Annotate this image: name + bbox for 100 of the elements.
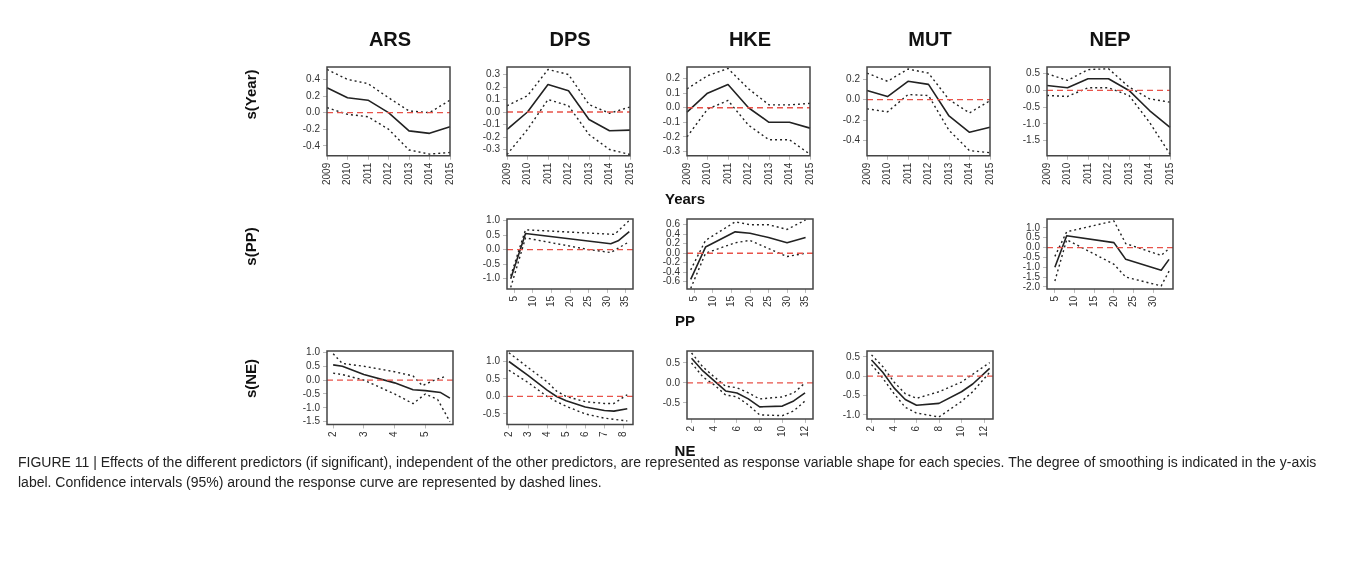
x-tick-label: 6 xyxy=(910,425,922,432)
y-tick-label: -1.5 xyxy=(1022,270,1041,282)
x-tick-label: 25 xyxy=(582,295,594,307)
x-tick-label: 25 xyxy=(762,295,774,307)
x-tick-label: 2015 xyxy=(983,162,995,185)
line-series xyxy=(866,68,991,114)
line-series xyxy=(870,354,991,400)
y-tick-label: 1.0 xyxy=(306,346,321,358)
y-tick-label: -0.3 xyxy=(482,143,501,155)
y-tick-label: 0.0 xyxy=(846,93,861,105)
y-tick-label: -0.1 xyxy=(662,116,681,128)
x-tick-label: 2014 xyxy=(1143,162,1155,185)
y-tick-label: 0.1 xyxy=(486,93,501,105)
y-tick-label: -1.0 xyxy=(302,401,321,413)
y-tick-label: -1.0 xyxy=(482,272,501,284)
x-tick-label: 2 xyxy=(865,425,877,432)
y-tick-label: 0.0 xyxy=(666,246,681,258)
line-series xyxy=(870,363,991,418)
x-tick-label: 30 xyxy=(600,295,612,307)
x-tick-label: 2012 xyxy=(1102,162,1114,185)
y-tick-label: 0.0 xyxy=(306,373,321,385)
x-tick-label: 2013 xyxy=(402,162,414,185)
x-tick-label: 5 xyxy=(419,431,431,437)
y-tick-label: -0.5 xyxy=(482,257,501,269)
x-tick-label: 4 xyxy=(887,425,899,432)
x-tick-label: 2013 xyxy=(942,162,954,185)
y-tick-label: -0.6 xyxy=(662,275,681,287)
y-tick-label: -0.1 xyxy=(482,118,501,130)
x-tick-label: 20 xyxy=(743,295,755,307)
x-tick-label: 30 xyxy=(1147,295,1159,307)
x-axis-title: Years xyxy=(663,190,706,207)
x-tick-label: 2010 xyxy=(521,162,533,185)
x-tick-label: 6 xyxy=(730,425,742,432)
line-series xyxy=(508,369,628,422)
y-tick-label: 0.5 xyxy=(666,356,681,368)
line-series xyxy=(866,93,991,154)
x-tick-label: 2015 xyxy=(1163,162,1175,185)
y-tick-label: 0.0 xyxy=(846,369,861,381)
chart-title: ARS xyxy=(367,28,413,51)
x-tick-label: 4 xyxy=(707,425,719,432)
x-tick-label: 8 xyxy=(617,431,629,437)
line-series xyxy=(1046,67,1171,103)
x-tick-label: 3 xyxy=(357,431,369,437)
x-tick-label: 2011 xyxy=(541,162,553,185)
y-tick-label: -2.0 xyxy=(1022,280,1041,292)
y-tick-label: 0.0 xyxy=(666,376,681,388)
y-axis-title: s(NE) xyxy=(241,357,259,401)
x-tick-label: 8 xyxy=(932,425,944,432)
y-tick-label: -0.5 xyxy=(842,389,861,401)
x-tick-label: 2011 xyxy=(1081,162,1093,185)
x-tick-label: 2009 xyxy=(860,162,872,185)
y-tick-label: -0.5 xyxy=(1022,251,1041,263)
y-tick-label: 0.0 xyxy=(1026,84,1041,96)
x-tick-label: 20 xyxy=(1107,295,1119,307)
y-tick-label: -0.2 xyxy=(662,130,681,142)
x-tick-label: 2013 xyxy=(1122,162,1134,185)
x-tick-label: 2011 xyxy=(901,162,913,185)
x-tick-label: 2010 xyxy=(341,162,353,185)
y-tick-label: -0.5 xyxy=(482,407,501,419)
x-tick-label: 2 xyxy=(326,431,338,437)
y-tick-label: -0.2 xyxy=(302,122,321,134)
y-tick-label: 1.0 xyxy=(1026,221,1041,233)
line-series xyxy=(332,372,451,423)
y-tick-label: 0.2 xyxy=(846,72,861,84)
y-tick-label: 0.4 xyxy=(306,73,321,85)
line-series xyxy=(686,99,811,155)
line-series xyxy=(326,106,451,155)
y-tick-label: 0.0 xyxy=(486,390,501,402)
y-tick-label: 0.2 xyxy=(666,237,681,249)
line-series xyxy=(1054,238,1170,287)
x-tick-label: 2010 xyxy=(1061,162,1073,185)
y-tick-label: 0.3 xyxy=(486,68,501,80)
x-tick-label: 2015 xyxy=(443,162,455,185)
x-tick-label: 7 xyxy=(598,431,610,437)
x-tick-label: 10 xyxy=(776,425,788,437)
y-tick-label: 0.1 xyxy=(666,86,681,98)
y-axis-title: s(Year) xyxy=(241,68,259,122)
y-tick-label: -0.4 xyxy=(302,139,321,151)
x-tick-label: 2014 xyxy=(783,162,795,185)
x-tick-label: 20 xyxy=(563,295,575,307)
line-series xyxy=(690,362,806,417)
x-tick-label: 2011 xyxy=(721,162,733,185)
y-tick-label: -0.2 xyxy=(482,130,501,142)
y-tick-label: -0.2 xyxy=(842,113,861,125)
x-tick-label: 2009 xyxy=(320,162,332,185)
x-tick-label: 8 xyxy=(753,425,765,432)
y-tick-label: -0.5 xyxy=(1022,100,1041,112)
x-tick-label: 6 xyxy=(579,431,591,437)
y-tick-label: -1.0 xyxy=(1022,117,1041,129)
x-tick-label: 15 xyxy=(725,295,737,307)
x-tick-label: 3 xyxy=(521,431,533,437)
y-axis-title: s(PP) xyxy=(241,226,259,268)
x-axis-title: PP xyxy=(674,312,696,329)
y-tick-label: 0.0 xyxy=(486,105,501,117)
x-tick-label: 10 xyxy=(1068,295,1080,307)
x-tick-label: 2013 xyxy=(762,162,774,185)
line-series xyxy=(506,98,631,156)
x-tick-label: 2010 xyxy=(881,162,893,185)
y-tick-label: 0.5 xyxy=(846,350,861,362)
x-tick-label: 5 xyxy=(559,431,571,437)
